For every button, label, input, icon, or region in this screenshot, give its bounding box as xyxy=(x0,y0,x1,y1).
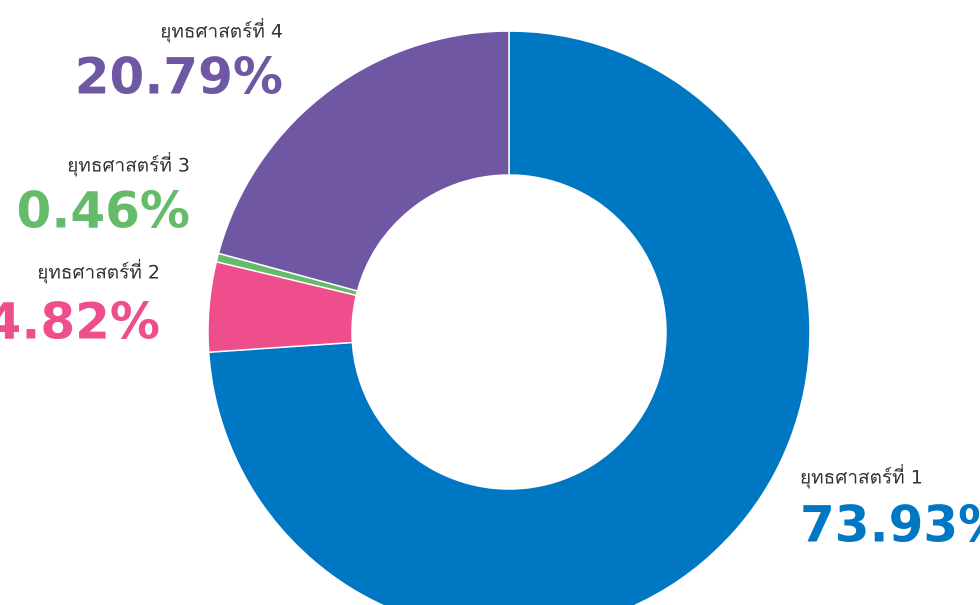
segment-label: ยุทธศาสตร์ที่ 1 xyxy=(800,464,923,490)
segment-value-label: 0.46% xyxy=(17,182,190,240)
segment-label: ยุทธศาสตร์ที่ 2 xyxy=(37,259,160,285)
segment-value-label: 20.79% xyxy=(75,48,283,106)
segment-value-label: 4.82% xyxy=(0,293,160,351)
segment-label: ยุทธศาสตร์ที่ 3 xyxy=(67,152,190,178)
segment-label: ยุทธศาสตร์ที่ 4 xyxy=(160,18,283,44)
segment-value-label: 73.93% xyxy=(800,496,980,554)
donut-segment xyxy=(207,30,811,605)
donut-segment xyxy=(217,30,510,292)
